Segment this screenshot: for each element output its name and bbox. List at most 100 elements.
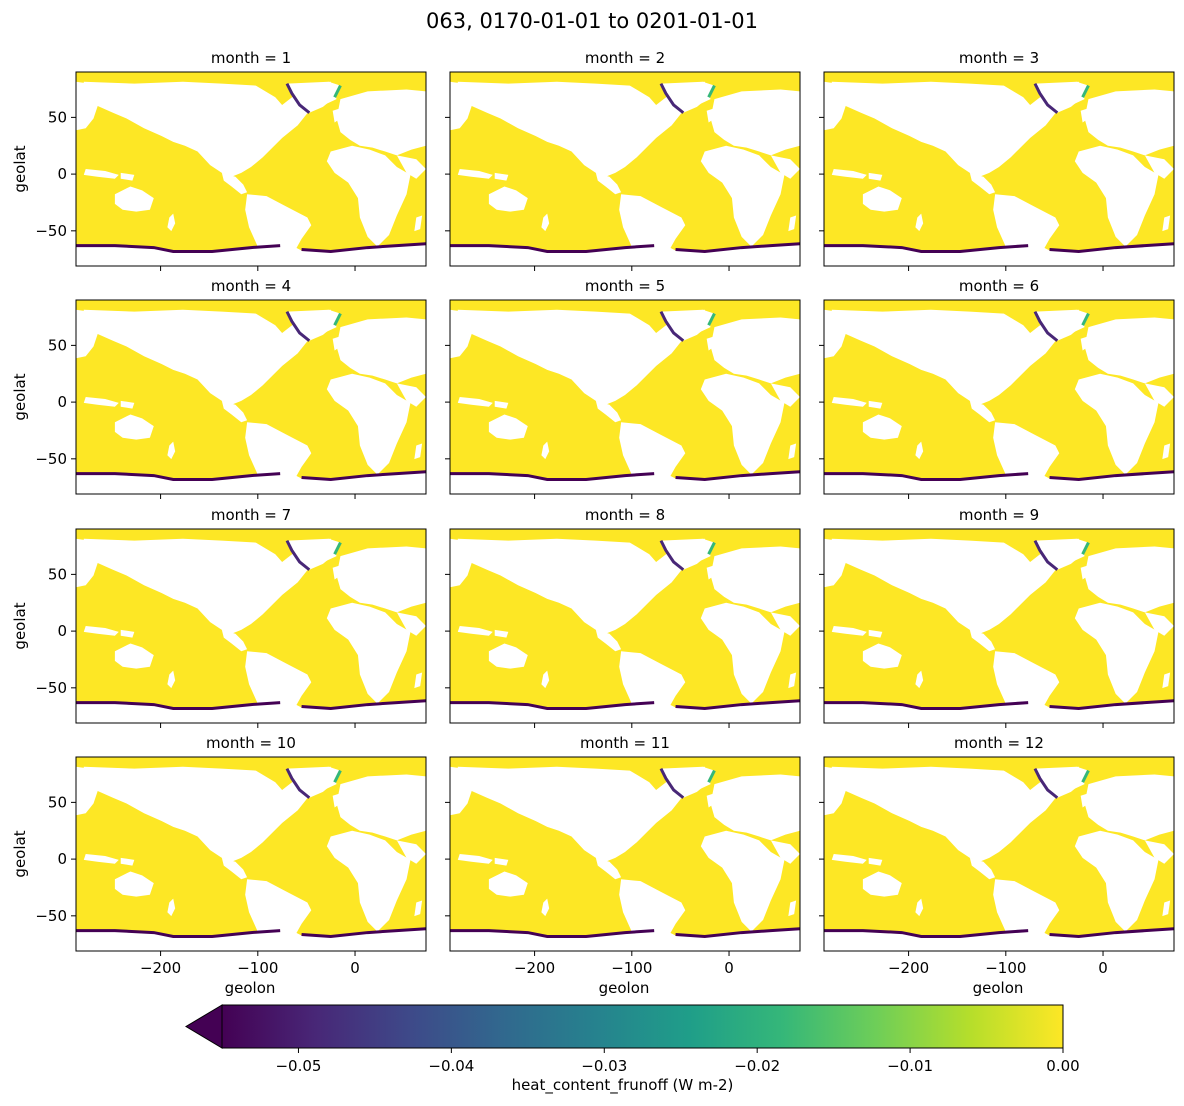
greenland-runoff-band xyxy=(1033,767,1059,799)
y-tick-label: 0 xyxy=(57,622,67,640)
antarctic-runoff-band xyxy=(76,701,281,710)
y-tick-label: 0 xyxy=(57,393,67,411)
greenland-runoff-band xyxy=(659,539,685,571)
y-tick-label: 50 xyxy=(48,108,67,126)
x-tick-label: −200 xyxy=(140,959,181,977)
y-tick-label: 0 xyxy=(57,165,67,183)
x-axis-label: geolon xyxy=(599,979,650,997)
panel-month-4: month = 4 50 0 −50 geolat xyxy=(11,277,427,499)
greenland-runoff-band xyxy=(285,310,311,342)
panel-title: month = 5 xyxy=(585,277,665,295)
greenland-runoff-band xyxy=(1033,310,1059,342)
y-axis-label: geolat xyxy=(11,145,29,192)
panel-month-12: month = 12 −200 −100 0 geolon xyxy=(819,734,1175,997)
antarctic-runoff-band xyxy=(301,242,426,253)
greenland-runoff-band xyxy=(1081,312,1090,326)
greenland-runoff-band xyxy=(1033,82,1059,114)
panel-month-8: month = 8 xyxy=(445,506,801,728)
antarctic-runoff-band xyxy=(824,701,1029,710)
greenland-runoff-band xyxy=(659,310,685,342)
colorbar: −0.05 −0.04 −0.03 −0.02 −0.01 0.00 heat_conten… xyxy=(185,1004,1080,1095)
antarctic-runoff-band xyxy=(450,701,655,710)
panel-title: month = 1 xyxy=(211,49,291,67)
panel-title: month = 10 xyxy=(206,734,296,752)
axes-frame xyxy=(449,528,801,724)
panel-grid: month = 1 50 0 −50 geolat month = 2 month = 3 m… xyxy=(11,49,1175,997)
y-axis-label: geolat xyxy=(11,830,29,877)
y-tick-label: 50 xyxy=(48,793,67,811)
axes-frame xyxy=(75,528,427,724)
antarctic-runoff-band xyxy=(675,927,800,938)
y-tick-label: 0 xyxy=(57,850,67,868)
x-tick-label: 0 xyxy=(1098,959,1108,977)
panel-title: month = 4 xyxy=(211,277,291,295)
panel-month-10: month = 10 −200 −100 0 50 0 −50 geolat geolon xyxy=(11,734,427,997)
x-tick-label: −100 xyxy=(985,959,1026,977)
greenland-runoff-band xyxy=(707,769,716,783)
axes-frame xyxy=(823,71,1175,267)
panel-title: month = 8 xyxy=(585,506,665,524)
colorbar-tick-label: 0.00 xyxy=(1046,1057,1079,1075)
greenland-runoff-band xyxy=(1081,84,1090,98)
greenland-runoff-band xyxy=(285,82,311,114)
y-tick-label: −50 xyxy=(35,907,67,925)
greenland-runoff-band xyxy=(1081,541,1090,555)
axes-frame xyxy=(75,756,427,952)
greenland-runoff-band xyxy=(333,312,342,326)
greenland-runoff-band xyxy=(707,312,716,326)
antarctic-runoff-band xyxy=(76,472,281,481)
axes-frame xyxy=(449,299,801,495)
panel-month-9: month = 9 xyxy=(819,506,1175,728)
panel-title: month = 12 xyxy=(954,734,1044,752)
antarctic-runoff-band xyxy=(450,929,655,938)
axes-frame xyxy=(75,71,427,267)
x-tick-label: 0 xyxy=(350,959,360,977)
colorbar-tick-label: −0.03 xyxy=(581,1057,627,1075)
antarctic-runoff-band xyxy=(675,242,800,253)
panel-month-3: month = 3 xyxy=(819,49,1175,271)
panel-month-5: month = 5 xyxy=(445,277,801,499)
panel-month-6: month = 6 xyxy=(819,277,1175,499)
x-tick-label: −100 xyxy=(611,959,652,977)
panel-title: month = 7 xyxy=(211,506,291,524)
antarctic-runoff-band xyxy=(76,244,281,253)
greenland-runoff-band xyxy=(659,82,685,114)
axes-frame xyxy=(823,299,1175,495)
antarctic-runoff-band xyxy=(675,699,800,710)
antarctic-runoff-band xyxy=(824,472,1029,481)
greenland-runoff-band xyxy=(707,84,716,98)
axes-frame xyxy=(823,528,1175,724)
y-tick-label: −50 xyxy=(35,679,67,697)
axes-frame xyxy=(449,756,801,952)
x-tick-label: −200 xyxy=(888,959,929,977)
panel-title: month = 3 xyxy=(959,49,1039,67)
panel-month-2: month = 2 xyxy=(445,49,801,271)
antarctic-runoff-band xyxy=(824,929,1029,938)
panel-month-11: month = 11 −200 −100 0 geolon xyxy=(445,734,801,997)
antarctic-runoff-band xyxy=(301,699,426,710)
x-axis-label: geolon xyxy=(973,979,1024,997)
greenland-runoff-band xyxy=(1081,769,1090,783)
panel-title: month = 6 xyxy=(959,277,1039,295)
colorbar-tick-label: −0.01 xyxy=(887,1057,933,1075)
colorbar-gradient xyxy=(221,1004,1064,1049)
greenland-runoff-band xyxy=(333,541,342,555)
axes-frame xyxy=(823,756,1175,952)
x-tick-label: −200 xyxy=(514,959,555,977)
antarctic-runoff-band xyxy=(1049,242,1174,253)
x-axis-label: geolon xyxy=(225,979,276,997)
x-tick-label: −100 xyxy=(237,959,278,977)
y-axis-label: geolat xyxy=(11,373,29,420)
y-tick-label: −50 xyxy=(35,222,67,240)
antarctic-runoff-band xyxy=(1049,927,1174,938)
axes-frame xyxy=(75,299,427,495)
y-tick-label: 50 xyxy=(48,336,67,354)
y-axis-label: geolat xyxy=(11,602,29,649)
panel-title: month = 9 xyxy=(959,506,1039,524)
greenland-runoff-band xyxy=(659,767,685,799)
antarctic-runoff-band xyxy=(301,470,426,481)
antarctic-runoff-band xyxy=(675,470,800,481)
panel-month-7: month = 7 50 0 −50 geolat xyxy=(11,506,427,728)
y-tick-label: 50 xyxy=(48,565,67,583)
